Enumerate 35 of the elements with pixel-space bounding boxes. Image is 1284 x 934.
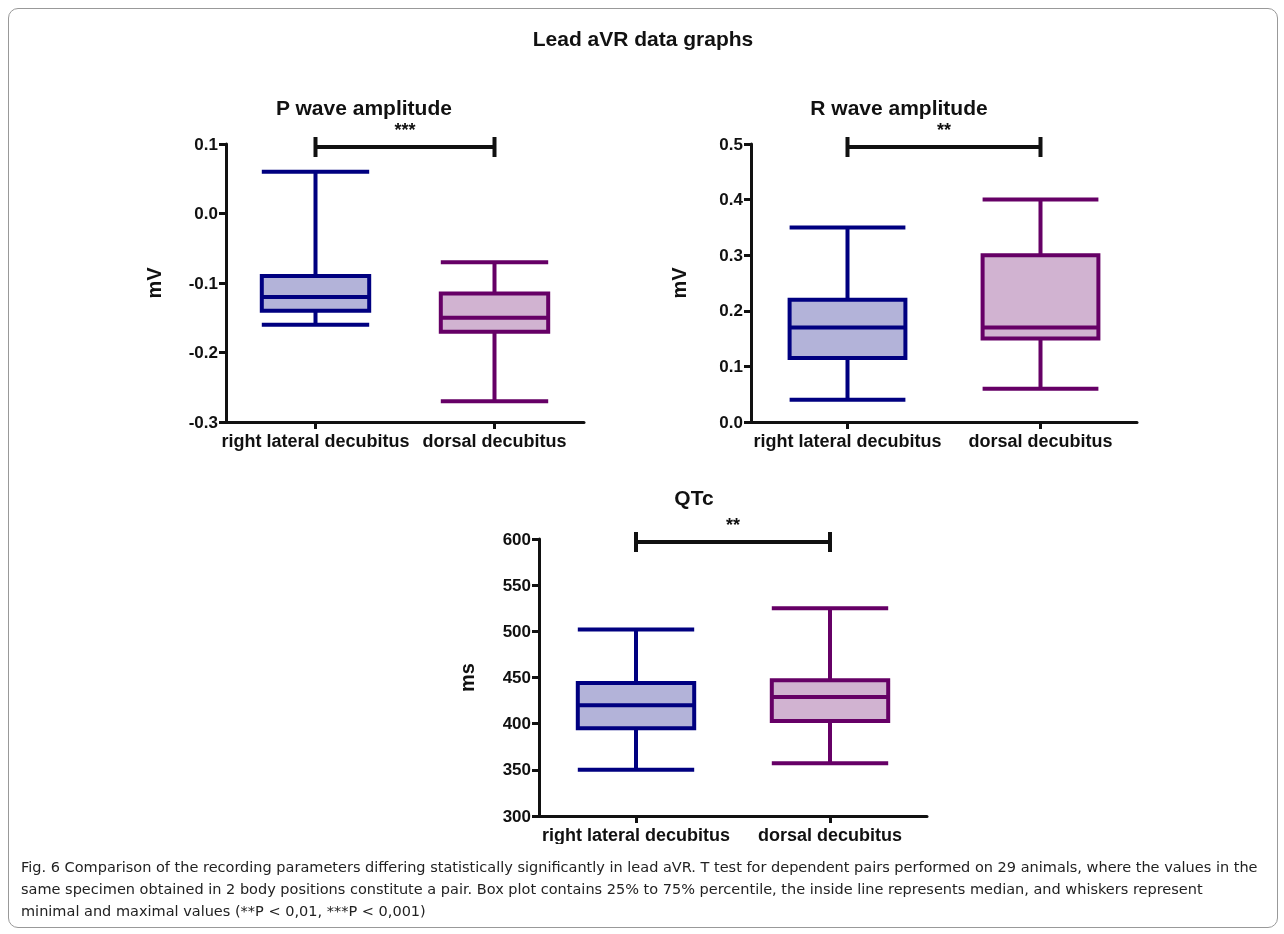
y-tick-label: -0.2 <box>188 343 218 362</box>
y-tick-label: 600 <box>502 529 531 549</box>
y-tick-label: 500 <box>502 621 531 641</box>
y-tick-label: 0.1 <box>719 356 743 376</box>
y-tick-label: 450 <box>502 668 531 687</box>
y-tick-label: 0.5 <box>719 134 743 154</box>
chart-title: QTc <box>674 486 714 509</box>
x-tick-label: right lateral decubitus <box>541 825 731 845</box>
y-tick-label: 0.0 <box>194 204 218 223</box>
y-tick-label: 350 <box>502 760 531 780</box>
x-tick-label: right lateral decubitus <box>753 431 942 451</box>
text: *** <box>394 120 416 140</box>
y-tick-label: -0.1 <box>188 273 218 293</box>
y-axis-title: ms <box>456 663 478 692</box>
text: Lead aVR data graphs <box>531 27 755 51</box>
chart-title: P wave amplitude <box>276 96 452 119</box>
y-tick-label: -0.3 <box>188 412 218 432</box>
text: ** <box>936 120 952 140</box>
x-tick-label: dorsal decubitus <box>968 431 1113 451</box>
x-tick-label: dorsal decubitus <box>422 431 567 451</box>
y-tick-label: 0.0 <box>719 412 743 432</box>
y-axis-title: mV <box>143 266 165 299</box>
chart-title: R wave amplitude <box>810 96 988 119</box>
text: ** <box>725 515 741 535</box>
y-tick-label: 550 <box>502 575 531 595</box>
x-tick-label: right lateral decubitus <box>221 431 410 451</box>
y-tick-label: 400 <box>502 714 531 734</box>
y-axis-title: mV <box>668 266 690 299</box>
y-tick-label: 0.1 <box>194 134 218 154</box>
y-tick-label: 300 <box>502 806 531 826</box>
y-tick-label: 0.2 <box>719 301 743 321</box>
caption: Fig. 6 Comparison of the recording parameters differing statistically significantly in lead aVR. T test for dependent pairs performed on 29 animals, where the values in the same specimen obtained in 2 body positions constitute a pair. Box plot contains 25% to 75% percentile, the inside line represents median, and whiskers represent minimal and maximal values (**P < 0,01, ***P < 0,001) <box>21 858 1259 921</box>
x-tick-label: dorsal decubitus <box>757 825 903 845</box>
y-tick-label: 0.4 <box>719 190 744 210</box>
y-tick-label: 0.3 <box>719 245 743 265</box>
